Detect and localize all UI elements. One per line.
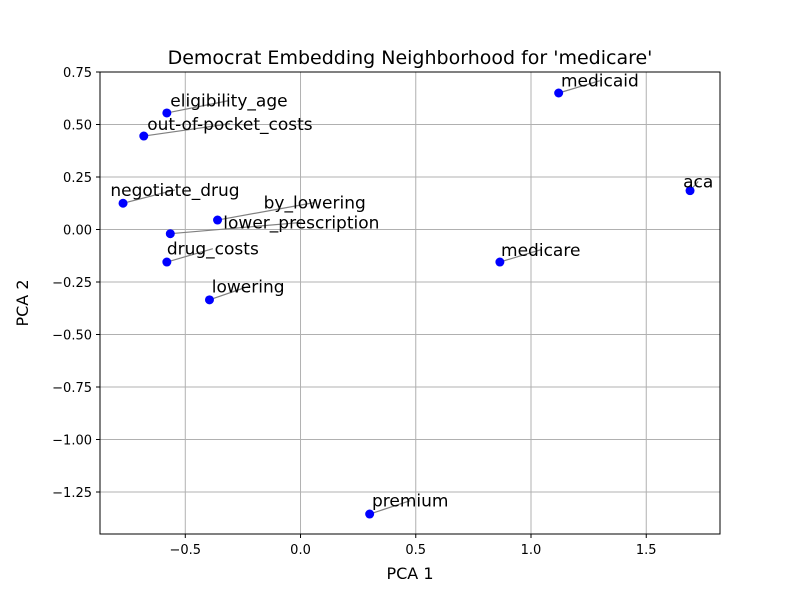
axis-ticks: −0.5 0.0 0.5 1.0 1.5 0.75 0.50 0.25 0.00 −0.25 −0.…	[52, 66, 656, 558]
x-tick-label: 1.0	[521, 543, 542, 558]
point-label: medicare	[501, 241, 580, 261]
leader-line	[217, 201, 315, 221]
y-tick-label: 0.00	[63, 224, 92, 239]
point-labels: medicaid eligibility_age out-of-pocket_cos…	[110, 72, 713, 512]
leader-line	[170, 221, 302, 235]
leader-line	[499, 249, 541, 263]
x-tick-label: −0.5	[169, 543, 201, 558]
y-tick-label: 0.25	[63, 171, 92, 186]
point-label: lower_prescription	[223, 213, 379, 233]
point-label: lowering	[212, 278, 285, 298]
y-axis-label: PCA 2	[13, 279, 32, 326]
data-point	[204, 295, 214, 305]
x-tick-label: 1.5	[636, 543, 657, 558]
data-point	[118, 198, 128, 208]
data-point	[213, 215, 223, 225]
data-point	[162, 257, 172, 267]
x-tick-label: 0.5	[405, 543, 426, 558]
chart-title: Democrat Embedding Neighborhood for 'med…	[168, 47, 653, 69]
data-point	[495, 257, 505, 267]
grid	[100, 71, 720, 534]
leader-line	[122, 189, 176, 204]
y-tick-label: −1.00	[52, 434, 92, 449]
y-tick-label: −1.25	[52, 486, 92, 501]
y-tick-label: −0.75	[52, 381, 92, 396]
leader-line	[369, 500, 411, 515]
point-label: by_lowering	[264, 194, 366, 214]
point-label: out-of-pocket_costs	[147, 115, 313, 135]
data-point	[162, 108, 172, 118]
leader-line	[143, 123, 231, 137]
data-points	[118, 88, 695, 519]
data-point	[139, 131, 149, 141]
leader-line	[558, 80, 601, 94]
y-tick-label: −0.25	[52, 276, 92, 291]
leader-line	[166, 100, 230, 114]
data-point	[554, 88, 564, 98]
y-tick-label: −0.50	[52, 329, 92, 344]
y-tick-label: 0.75	[63, 66, 92, 81]
x-tick-label: 0.0	[290, 543, 311, 558]
leader-line	[166, 248, 213, 263]
leader-line	[209, 285, 249, 301]
point-label: aca	[683, 173, 713, 193]
point-label: eligibility_age	[170, 92, 287, 112]
data-point	[365, 509, 375, 519]
point-label: premium	[372, 492, 448, 512]
point-label: negotiate_drug	[110, 181, 239, 201]
label-leader-lines	[122, 80, 699, 515]
data-point	[165, 229, 175, 239]
data-point	[685, 186, 695, 196]
x-axis-label: PCA 1	[386, 564, 433, 583]
point-label: drug_costs	[167, 240, 259, 260]
plot-area-frame	[99, 71, 721, 535]
y-tick-label: 0.50	[63, 119, 92, 134]
point-label: medicaid	[561, 72, 639, 92]
